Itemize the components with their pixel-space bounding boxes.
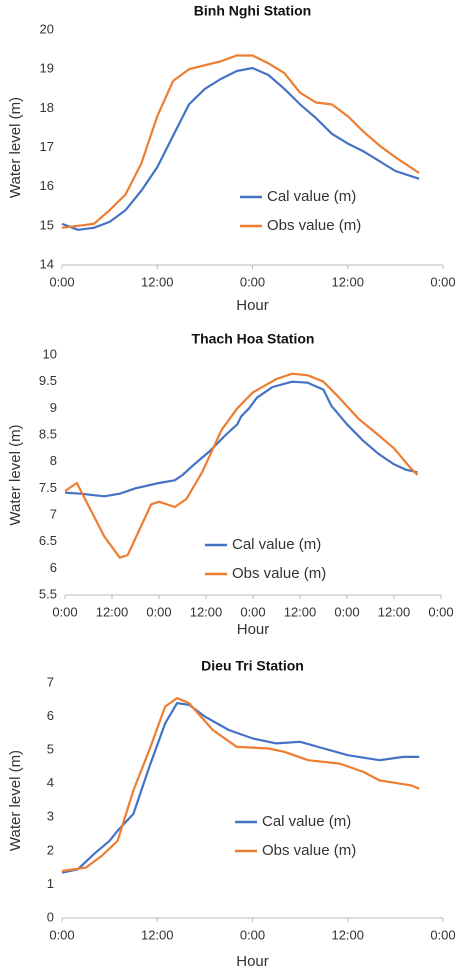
y-axis-label: Water level (m)	[7, 424, 24, 525]
x-tick-label: 0:00	[334, 604, 359, 619]
y-tick-label: 5	[47, 742, 54, 757]
data-line	[64, 380, 418, 498]
x-axis-label: Hour	[237, 621, 270, 638]
legend-label: Obs value (m)	[267, 217, 361, 234]
y-tick-label: 9.5	[39, 373, 57, 388]
data-line	[61, 697, 420, 873]
y-axis-label: Water level (m)	[7, 97, 24, 198]
data-line	[64, 372, 419, 559]
y-tick-label: 20	[40, 21, 54, 36]
data-line	[61, 702, 420, 874]
legend-label: Cal value (m)	[262, 813, 351, 830]
y-tick-label: 8	[50, 453, 57, 468]
x-tick-label: 0:00	[240, 274, 265, 289]
y-tick-label: 7	[47, 674, 54, 689]
y-tick-label: 6	[47, 708, 54, 723]
y-tick-label: 7	[50, 506, 57, 521]
x-tick-label: 12:00	[378, 604, 411, 619]
x-tick-label: 0:00	[49, 274, 74, 289]
y-tick-label: 0	[47, 909, 54, 924]
y-tick-label: 9	[50, 400, 57, 415]
x-tick-label: 12:00	[190, 604, 223, 619]
x-tick-label: 0:00	[240, 604, 265, 619]
y-tick-label: 15	[40, 217, 54, 232]
legend-label: Obs value (m)	[262, 842, 356, 859]
x-tick-label: 0:00	[430, 274, 455, 289]
x-tick-label: 12:00	[141, 927, 174, 942]
y-tick-label: 10	[43, 346, 57, 361]
x-tick-label: 12:00	[331, 927, 364, 942]
x-tick-label: 12:00	[331, 274, 364, 289]
x-tick-label: 12:00	[96, 604, 129, 619]
x-axis-label: Hour	[236, 953, 269, 970]
y-tick-label: 18	[40, 100, 54, 115]
chart-title: Thach Hoa Station	[192, 331, 315, 347]
legend-label: Cal value (m)	[267, 188, 356, 205]
chart-title: Dieu Tri Station	[201, 658, 304, 674]
legend-label: Cal value (m)	[232, 536, 321, 553]
y-tick-label: 17	[40, 139, 54, 154]
x-tick-label: 12:00	[141, 274, 174, 289]
y-tick-label: 8.5	[39, 426, 57, 441]
y-tick-label: 2	[47, 842, 54, 857]
y-tick-label: 7.5	[39, 480, 57, 495]
x-tick-label: 0:00	[146, 604, 171, 619]
y-axis-label: Water level (m)	[7, 750, 24, 851]
y-tick-label: 6	[50, 560, 57, 575]
data-line	[61, 66, 420, 231]
x-tick-label: 0:00	[428, 604, 453, 619]
chart-title: Binh Nghi Station	[194, 3, 311, 19]
y-tick-label: 5.5	[39, 586, 57, 601]
y-tick-label: 6.5	[39, 533, 57, 548]
x-axis-label: Hour	[236, 297, 269, 314]
x-tick-label: 0:00	[52, 604, 77, 619]
y-tick-label: 3	[47, 809, 54, 824]
y-tick-label: 4	[47, 775, 54, 790]
x-tick-label: 0:00	[430, 927, 455, 942]
data-line	[61, 54, 420, 229]
y-tick-label: 1	[47, 876, 54, 891]
y-tick-label: 14	[40, 256, 54, 271]
x-tick-label: 0:00	[49, 927, 74, 942]
y-tick-label: 16	[40, 178, 54, 193]
x-tick-label: 12:00	[284, 604, 317, 619]
legend-label: Obs value (m)	[232, 565, 326, 582]
x-tick-label: 0:00	[240, 927, 265, 942]
y-tick-label: 19	[40, 61, 54, 76]
